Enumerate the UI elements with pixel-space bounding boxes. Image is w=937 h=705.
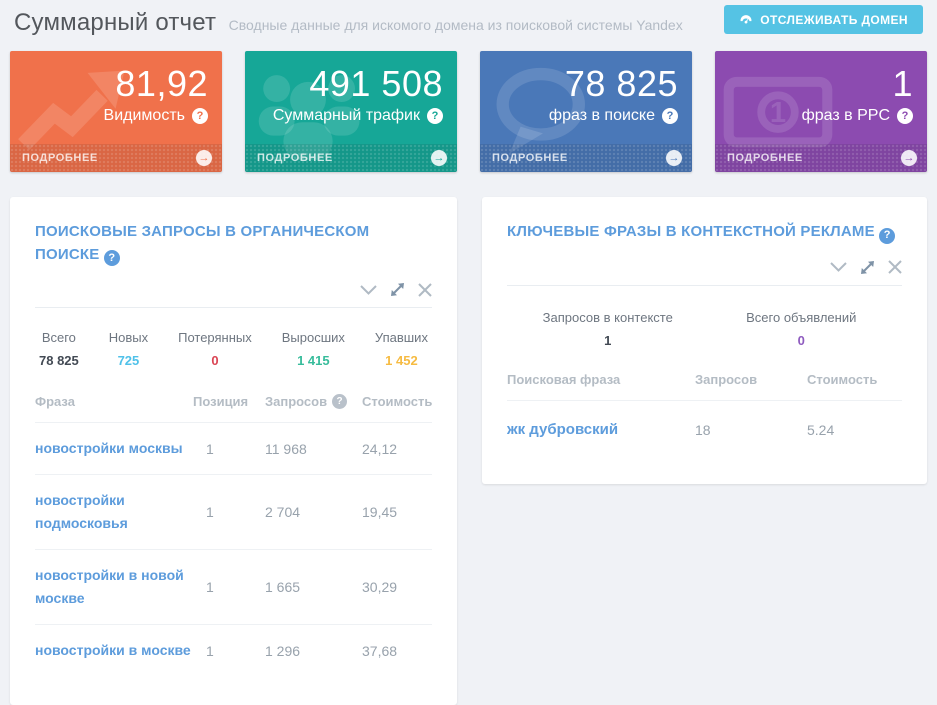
requests-cell: 2 704	[265, 504, 301, 521]
phrase-link[interactable]: жк дубровский	[507, 420, 619, 438]
stat-fallen: Упавших 1 452	[374, 330, 428, 368]
contextual-ads-panel: КЛЮЧЕВЫЕ ФРАЗЫ В КОНТЕКСТНОЙ РЕКЛАМЕ ?	[482, 197, 927, 485]
organic-table: Фраза Позиция Запросов ? Стоимость новос…	[35, 394, 432, 677]
phrase-link[interactable]: новостройки подмосковья	[35, 492, 128, 532]
table-row: жк дубровский 18 5.24	[507, 399, 902, 457]
table-row: новостройки подмосковья 1 2 704 19,45	[35, 474, 432, 549]
stat-total: Всего 78 825	[39, 330, 79, 368]
ppc-phrases-label: фраз в PPC	[801, 107, 890, 124]
help-icon[interactable]: ?	[897, 108, 913, 124]
ppc-table-header: Поисковая фраза Запросов Стоимость	[507, 372, 902, 400]
expand-icon[interactable]	[390, 282, 405, 297]
cost-cell: 30,29	[362, 579, 398, 596]
visibility-label: Видимость	[103, 107, 185, 124]
stat-context-requests: Запросов в контексте 1	[542, 309, 673, 348]
ppc-phrases-card: 1 1 фраз в PPC ? ПОДРОБНЕЕ →	[715, 51, 927, 172]
arrow-circle-icon: →	[666, 150, 682, 166]
page-subtitle: Сводные данные для искомого домена из по…	[228, 17, 683, 33]
visibility-value: 81,92	[115, 63, 208, 104]
page-title: Суммарный отчет	[14, 9, 217, 36]
column-phrase: Фраза	[35, 394, 75, 409]
ppc-panel-title: КЛЮЧЕВЫЕ ФРАЗЫ В КОНТЕКСТНОЙ РЕКЛАМЕ	[507, 223, 875, 240]
widgets-row: ПОИСКОВЫЕ ЗАПРОСЫ В ОРГАНИЧЕСКОМ ПОИСКЕ …	[10, 197, 927, 705]
requests-cell: 18	[695, 421, 711, 438]
organic-table-header: Фраза Позиция Запросов ? Стоимость	[35, 394, 432, 422]
traffic-card: 491 508 Суммарный трафик ? ПОДРОБНЕЕ →	[245, 51, 457, 172]
position-cell: 1	[206, 504, 214, 521]
search-phrases-card: 78 825 фраз в поиске ? ПОДРОБНЕЕ →	[480, 51, 692, 172]
organic-stats: Всего 78 825 Новых 725 Потерянных 0 Выро…	[39, 330, 428, 368]
arrow-circle-icon: →	[901, 150, 917, 166]
position-cell: 1	[206, 579, 214, 596]
column-search-phrase: Поисковая фраза	[507, 371, 621, 387]
cost-cell: 37,68	[362, 643, 398, 660]
organic-search-panel: ПОИСКОВЫЕ ЗАПРОСЫ В ОРГАНИЧЕСКОМ ПОИСКЕ …	[10, 197, 457, 705]
expand-icon[interactable]	[860, 260, 875, 275]
ppc-table: Поисковая фраза Запросов Стоимость жк ду…	[507, 372, 902, 457]
track-domain-button-label: ОТСЛЕЖИВАТЬ ДОМЕН	[760, 12, 908, 27]
column-cost: Стоимость	[362, 394, 433, 409]
ppc-phrases-more-link[interactable]: ПОДРОБНЕЕ →	[715, 144, 927, 172]
requests-cell: 11 968	[265, 440, 307, 457]
table-row: новостройки в москве 1 1 296 37,68	[35, 624, 432, 676]
gauge-icon	[739, 13, 753, 26]
arrow-circle-icon: →	[431, 150, 447, 166]
page-header: Суммарный отчет Сводные данные для иском…	[10, 0, 927, 42]
phrase-link[interactable]: новостройки москвы	[35, 440, 183, 456]
table-row: новостройки москвы 1 11 968 24,12	[35, 422, 432, 474]
column-requests: Запросов ?	[265, 394, 362, 409]
visibility-card: 81,92 Видимость ? ПОДРОБНЕЕ →	[10, 51, 222, 172]
phrase-link[interactable]: новостройки в новой москве	[35, 567, 184, 607]
metric-cards-row: 81,92 Видимость ? ПОДРОБНЕЕ → 491	[10, 51, 927, 172]
close-icon[interactable]	[418, 282, 432, 297]
cost-cell: 19,45	[362, 504, 398, 521]
divider	[35, 307, 432, 308]
column-requests: Запросов	[695, 371, 758, 387]
requests-cell: 1 296	[265, 643, 301, 660]
phrase-link[interactable]: новостройки в москве	[35, 642, 191, 659]
search-phrases-more-link[interactable]: ПОДРОБНЕЕ →	[480, 144, 692, 172]
ppc-phrases-value: 1	[892, 63, 913, 104]
ppc-stats: Запросов в контексте 1 Всего объявлений …	[511, 310, 898, 348]
help-icon[interactable]: ?	[427, 108, 443, 124]
cost-cell: 24,12	[362, 440, 398, 457]
arrow-circle-icon: →	[196, 150, 212, 166]
traffic-value: 491 508	[309, 63, 443, 104]
cost-cell: 5.24	[807, 421, 835, 438]
organic-panel-title: ПОИСКОВЫЕ ЗАПРОСЫ В ОРГАНИЧЕСКОМ ПОИСКЕ	[35, 223, 370, 263]
table-row: новостройки в новой москве 1 1 665 30,29	[35, 549, 432, 624]
requests-cell: 1 665	[265, 579, 301, 596]
position-cell: 1	[206, 440, 214, 457]
help-icon[interactable]: ?	[879, 227, 896, 244]
traffic-label: Суммарный трафик	[272, 107, 420, 124]
column-position: Позиция	[193, 394, 249, 409]
collapse-chevron-icon[interactable]	[830, 262, 847, 272]
search-phrases-value: 78 825	[564, 63, 678, 104]
stat-new: Новых 725	[108, 330, 149, 368]
help-icon[interactable]: ?	[332, 394, 348, 409]
close-icon[interactable]	[888, 260, 902, 274]
collapse-chevron-icon[interactable]	[360, 284, 377, 295]
search-phrases-label: фраз в поиске	[548, 107, 655, 124]
help-icon[interactable]: ?	[662, 108, 678, 124]
traffic-more-link[interactable]: ПОДРОБНЕЕ →	[245, 144, 457, 172]
column-cost: Стоимость	[807, 371, 878, 387]
help-icon[interactable]: ?	[192, 108, 208, 124]
divider	[507, 284, 902, 286]
help-icon[interactable]: ?	[103, 250, 120, 266]
stat-risen: Выросших 1 415	[281, 330, 345, 368]
position-cell: 1	[206, 643, 214, 660]
visibility-more-link[interactable]: ПОДРОБНЕЕ →	[10, 144, 222, 172]
stat-lost: Потерянных 0	[178, 330, 252, 368]
track-domain-button[interactable]: ОТСЛЕЖИВАТЬ ДОМЕН	[724, 5, 923, 34]
stat-total-ads: Всего объявлений 0	[746, 309, 857, 348]
